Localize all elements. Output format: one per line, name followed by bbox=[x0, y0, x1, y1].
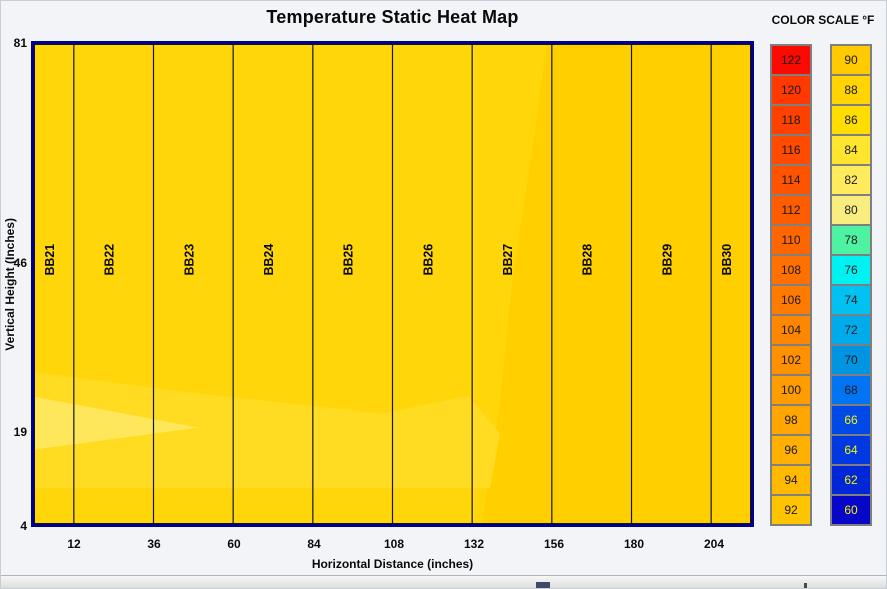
x-tick-label: 36 bbox=[147, 537, 161, 551]
section-label: BB24 bbox=[262, 244, 276, 276]
color-scale-cell: 68 bbox=[830, 374, 872, 406]
color-scale-cell: 76 bbox=[830, 254, 872, 286]
section-label: BB26 bbox=[421, 244, 435, 276]
section-label: BB25 bbox=[342, 244, 356, 276]
section-label: BB27 bbox=[501, 244, 515, 276]
color-scale-cell: 92 bbox=[770, 494, 812, 526]
color-scale-cell: 100 bbox=[770, 374, 812, 406]
color-scale-cell: 80 bbox=[830, 194, 872, 226]
color-scale-cell: 120 bbox=[770, 74, 812, 106]
color-scale-cell: 116 bbox=[770, 134, 812, 166]
x-tick-label: 156 bbox=[543, 537, 565, 551]
x-tick-label: 60 bbox=[227, 537, 241, 551]
color-scale-cell: 90 bbox=[830, 44, 872, 76]
color-scale-cell: 118 bbox=[770, 104, 812, 136]
x-tick-label: 84 bbox=[307, 537, 321, 551]
contour-warmer-right-region bbox=[482, 44, 751, 524]
color-scale-cell: 96 bbox=[770, 434, 812, 466]
chart-title: Temperature Static Heat Map bbox=[266, 7, 519, 27]
color-scale-cell: 60 bbox=[830, 494, 872, 526]
scrollbar-mark bbox=[804, 583, 807, 588]
color-scale-cell: 88 bbox=[830, 74, 872, 106]
color-scale-cell: 74 bbox=[830, 284, 872, 316]
contour-cooler-mid-band bbox=[34, 371, 501, 489]
x-tick-label: 180 bbox=[623, 537, 645, 551]
y-axis-label: Vertical Height (Inches) bbox=[3, 217, 17, 351]
color-scale-cell: 62 bbox=[830, 464, 872, 496]
section-label: BB23 bbox=[182, 244, 196, 276]
x-tick-label: 12 bbox=[67, 537, 81, 551]
color-scale-cell: 108 bbox=[770, 254, 812, 286]
window-bottom-edge bbox=[1, 575, 886, 588]
color-scale-cell: 110 bbox=[770, 224, 812, 256]
color-scale-cell: 98 bbox=[770, 404, 812, 436]
y-tick-label: 46 bbox=[13, 255, 27, 270]
color-scale-cell: 106 bbox=[770, 284, 812, 316]
section-label: BB22 bbox=[103, 244, 117, 276]
color-scale-cell: 112 bbox=[770, 194, 812, 226]
x-tick-label: 132 bbox=[463, 537, 485, 551]
section-label: BB29 bbox=[660, 244, 674, 276]
x-tick-label: 204 bbox=[703, 537, 725, 551]
color-scale-title: COLOR SCALE °F bbox=[771, 13, 875, 27]
color-scale-cell: 122 bbox=[770, 44, 812, 76]
color-scale-cell: 66 bbox=[830, 404, 872, 436]
color-scale-cell: 64 bbox=[830, 434, 872, 466]
color-scale-cell: 114 bbox=[770, 164, 812, 196]
section-label: BB28 bbox=[581, 244, 595, 276]
heatmap-canvas: BB21 BB22 BB23 BB24 BB25 BB26 BB27 BB28 BB29 BB30 bbox=[34, 44, 751, 524]
color-scale-cell: 104 bbox=[770, 314, 812, 346]
section-label: BB30 bbox=[720, 244, 734, 276]
color-scale-cell: 70 bbox=[830, 344, 872, 376]
section-label: BB21 bbox=[43, 244, 57, 276]
color-scale-column-high: 122 120 118 116 114 112 110 108 106 104 102 100 98 96… bbox=[770, 44, 812, 526]
color-scale-cell: 84 bbox=[830, 134, 872, 166]
y-tick-label: 19 bbox=[13, 424, 27, 439]
y-tick-label: 81 bbox=[13, 36, 27, 50]
color-scale-column-low: 90 88 86 84 82 80 78 76 74 72 70 68 66 64 62 60 bbox=[830, 44, 872, 526]
color-scale-cell: 102 bbox=[770, 344, 812, 376]
heatmap-inner-border bbox=[34, 44, 751, 524]
color-scale-cell: 86 bbox=[830, 104, 872, 136]
x-axis-label: Horizontal Distance (inches) bbox=[311, 557, 474, 571]
scrollbar-thumb[interactable] bbox=[536, 582, 550, 588]
color-scale-cell: 72 bbox=[830, 314, 872, 346]
color-scale-cell: 94 bbox=[770, 464, 812, 496]
y-tick-label: 4 bbox=[20, 519, 27, 533]
color-scale-cell: 82 bbox=[830, 164, 872, 196]
color-scale-cell: 78 bbox=[830, 224, 872, 256]
contour-coolest-left-wedge bbox=[34, 396, 199, 450]
x-tick-label: 108 bbox=[383, 537, 405, 551]
heatmap-plot-area: BB21 BB22 BB23 BB24 BB25 BB26 BB27 BB28 BB29 BB30 bbox=[31, 41, 754, 527]
